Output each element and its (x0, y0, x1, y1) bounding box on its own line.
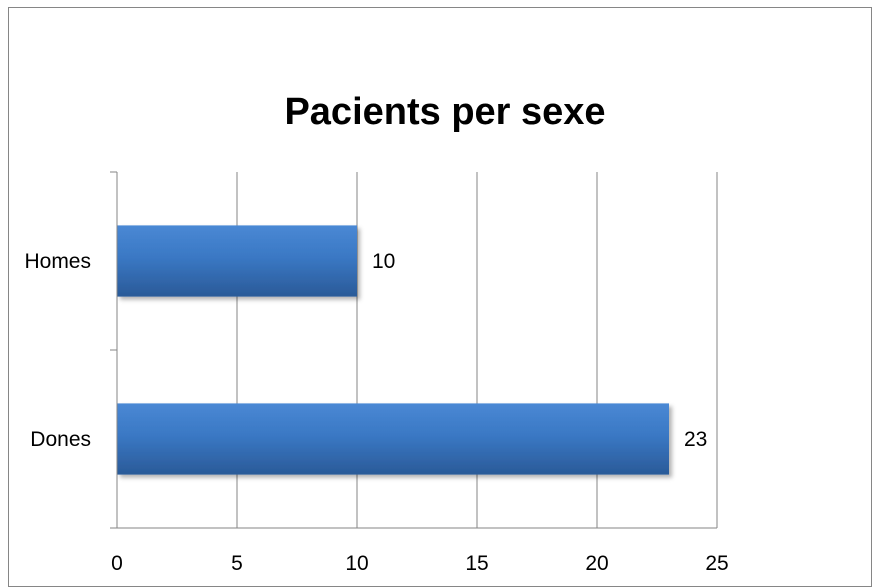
x-tick-label-0: 0 (111, 552, 123, 575)
data-label-homes: 10 (372, 250, 395, 273)
x-tick-label-5: 5 (231, 552, 243, 575)
labels: 10 Homes 23 Dones 0 5 10 15 20 25 (24, 250, 728, 575)
x-tick-label-25: 25 (705, 552, 728, 575)
data-label-dones: 23 (684, 428, 707, 451)
axes (110, 171, 717, 529)
bars (117, 225, 669, 475)
x-tick-label-15: 15 (465, 552, 488, 575)
category-label-homes: Homes (24, 250, 91, 273)
x-tick-label-10: 10 (345, 552, 368, 575)
bar-homes (117, 225, 357, 297)
bar-dones (117, 403, 669, 475)
chart-title: Pacients per sexe (284, 91, 605, 133)
chart-frame (8, 7, 872, 587)
x-tick-label-20: 20 (585, 552, 608, 575)
category-label-dones: Dones (30, 428, 91, 451)
